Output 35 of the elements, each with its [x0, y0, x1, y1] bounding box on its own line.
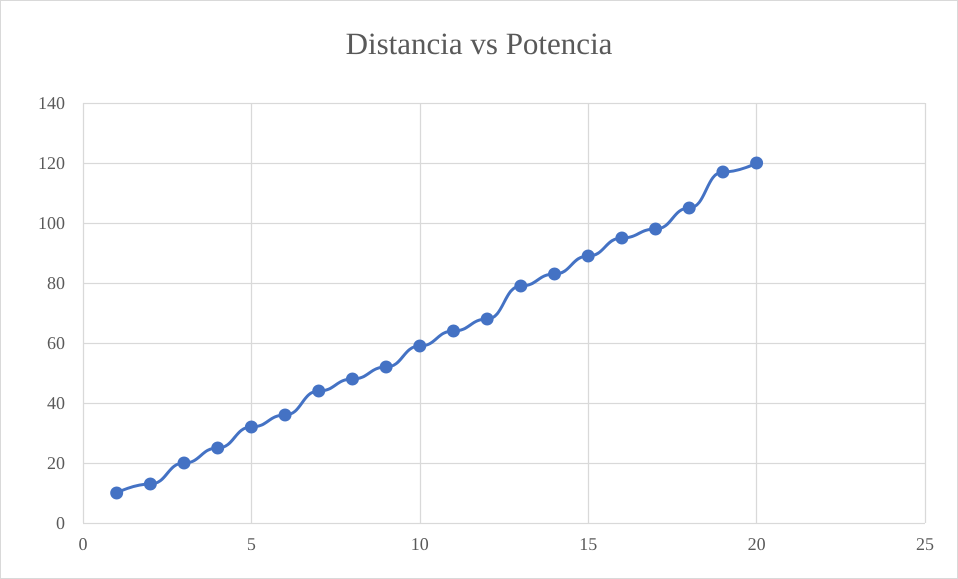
x-tick-label: 20: [748, 534, 766, 554]
x-tick-label: 0: [78, 534, 88, 554]
y-tick-label: 60: [47, 333, 65, 353]
y-tick-label: 40: [47, 393, 65, 413]
point: [211, 442, 224, 454]
x-tick-label: 5: [246, 534, 256, 554]
point: [582, 250, 595, 262]
x-tick-label: 25: [916, 534, 934, 554]
point: [312, 384, 326, 398]
point: [446, 324, 460, 338]
y-tick-label: 100: [38, 213, 65, 233]
x-tick-label: 15: [579, 534, 598, 554]
point: [346, 372, 359, 386]
point: [615, 232, 628, 244]
point: [380, 360, 393, 374]
point: [514, 280, 528, 292]
y-tick-label: 80: [47, 273, 65, 293]
point: [413, 340, 426, 352]
point: [548, 268, 562, 280]
point: [244, 420, 258, 434]
point: [480, 312, 494, 326]
y-tick-label: 120: [38, 153, 65, 173]
point: [110, 486, 124, 500]
x-tick-label: 10: [410, 534, 429, 554]
point: [682, 202, 696, 214]
point: [144, 478, 157, 490]
y-tick-label: 20: [47, 453, 65, 473]
point: [178, 456, 191, 470]
chart-title: Distancia vs Potencia: [346, 26, 613, 61]
y-tick-label: 0: [56, 513, 65, 533]
point: [278, 408, 292, 422]
y-tick-label: 140: [38, 93, 65, 113]
point: [649, 222, 662, 236]
point: [716, 166, 730, 178]
point: [750, 156, 764, 170]
